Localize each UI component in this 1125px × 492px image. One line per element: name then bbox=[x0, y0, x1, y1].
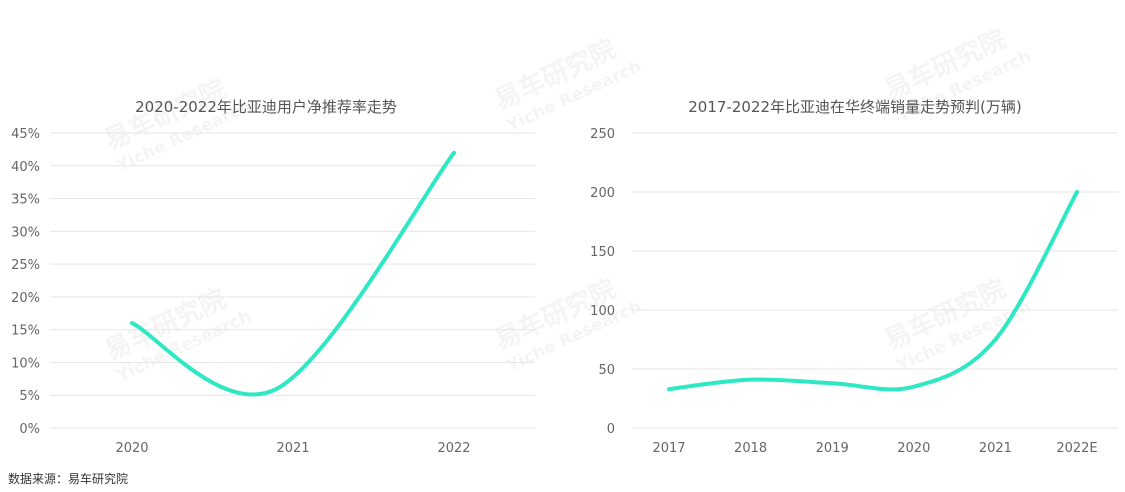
watermark-layer: 易车研究院 Yiche Research 易车研究院 Yiche Researc… bbox=[100, 23, 1035, 386]
sales-x-tick-label: 2017 bbox=[652, 441, 685, 456]
sales-trend-chart: 2017-2022年比亚迪在华终端销量走势预判(万辆) 0 50 100 150 200… bbox=[590, 98, 1118, 456]
sales-y-tick-label: 150 bbox=[590, 245, 615, 260]
nps-series-line bbox=[130, 150, 456, 397]
sales-series-line bbox=[667, 190, 1079, 392]
watermark-4: 易车研究院 Yiche Research bbox=[100, 283, 255, 386]
nps-y-tick-label: 0% bbox=[19, 422, 40, 437]
nps-y-tick-label: 15% bbox=[11, 324, 40, 339]
nps-y-tick-label: 20% bbox=[11, 291, 40, 306]
nps-x-tick-label: 2021 bbox=[276, 441, 309, 456]
nps-x-tick-label: 2022 bbox=[437, 441, 470, 456]
sales-y-tick-label: 100 bbox=[590, 304, 615, 319]
nps-y-tick-label: 10% bbox=[11, 356, 40, 371]
source-note: 数据来源：易车研究院 bbox=[8, 472, 129, 486]
watermark-2: 易车研究院 Yiche Research bbox=[490, 33, 645, 136]
sales-x-tick-label: 2018 bbox=[734, 441, 767, 456]
nps-y-tick-label: 40% bbox=[11, 160, 40, 175]
nps-y-tick-label: 35% bbox=[11, 193, 40, 208]
sales-x-tick-label: 2019 bbox=[816, 441, 849, 456]
watermark-1: 易车研究院 Yiche Research bbox=[100, 73, 255, 176]
nps-chart-title: 2020-2022年比亚迪用户净推荐率走势 bbox=[135, 98, 397, 116]
sales-y-tick-label: 0 bbox=[607, 422, 615, 437]
sales-y-tick-label: 50 bbox=[598, 363, 615, 378]
sales-x-tick-label: 2020 bbox=[897, 441, 930, 456]
nps-trend-chart: 2020-2022年比亚迪用户净推荐率走势 0% 5% 10% 15% 20% 25% 30… bbox=[11, 98, 535, 456]
sales-chart-title: 2017-2022年比亚迪在华终端销量走势预判(万辆) bbox=[688, 98, 1021, 116]
watermark-6: 易车研究院 Yiche Research bbox=[880, 273, 1035, 376]
nps-y-tick-label: 25% bbox=[11, 258, 40, 273]
nps-y-tick-label: 45% bbox=[11, 127, 40, 142]
sales-y-tick-label: 250 bbox=[590, 127, 615, 142]
nps-y-tick-label: 30% bbox=[11, 225, 40, 240]
sales-y-tick-label: 200 bbox=[590, 186, 615, 201]
sales-x-tick-label: 2022E bbox=[1056, 441, 1097, 456]
watermark-5: 易车研究院 Yiche Research bbox=[490, 273, 645, 376]
sales-x-tick-label: 2021 bbox=[979, 441, 1012, 456]
charts-canvas: 易车研究院 Yiche Research 易车研究院 Yiche Researc… bbox=[11, 23, 1118, 456]
nps-y-tick-label: 5% bbox=[19, 389, 40, 404]
nps-x-tick-label: 2020 bbox=[115, 441, 148, 456]
